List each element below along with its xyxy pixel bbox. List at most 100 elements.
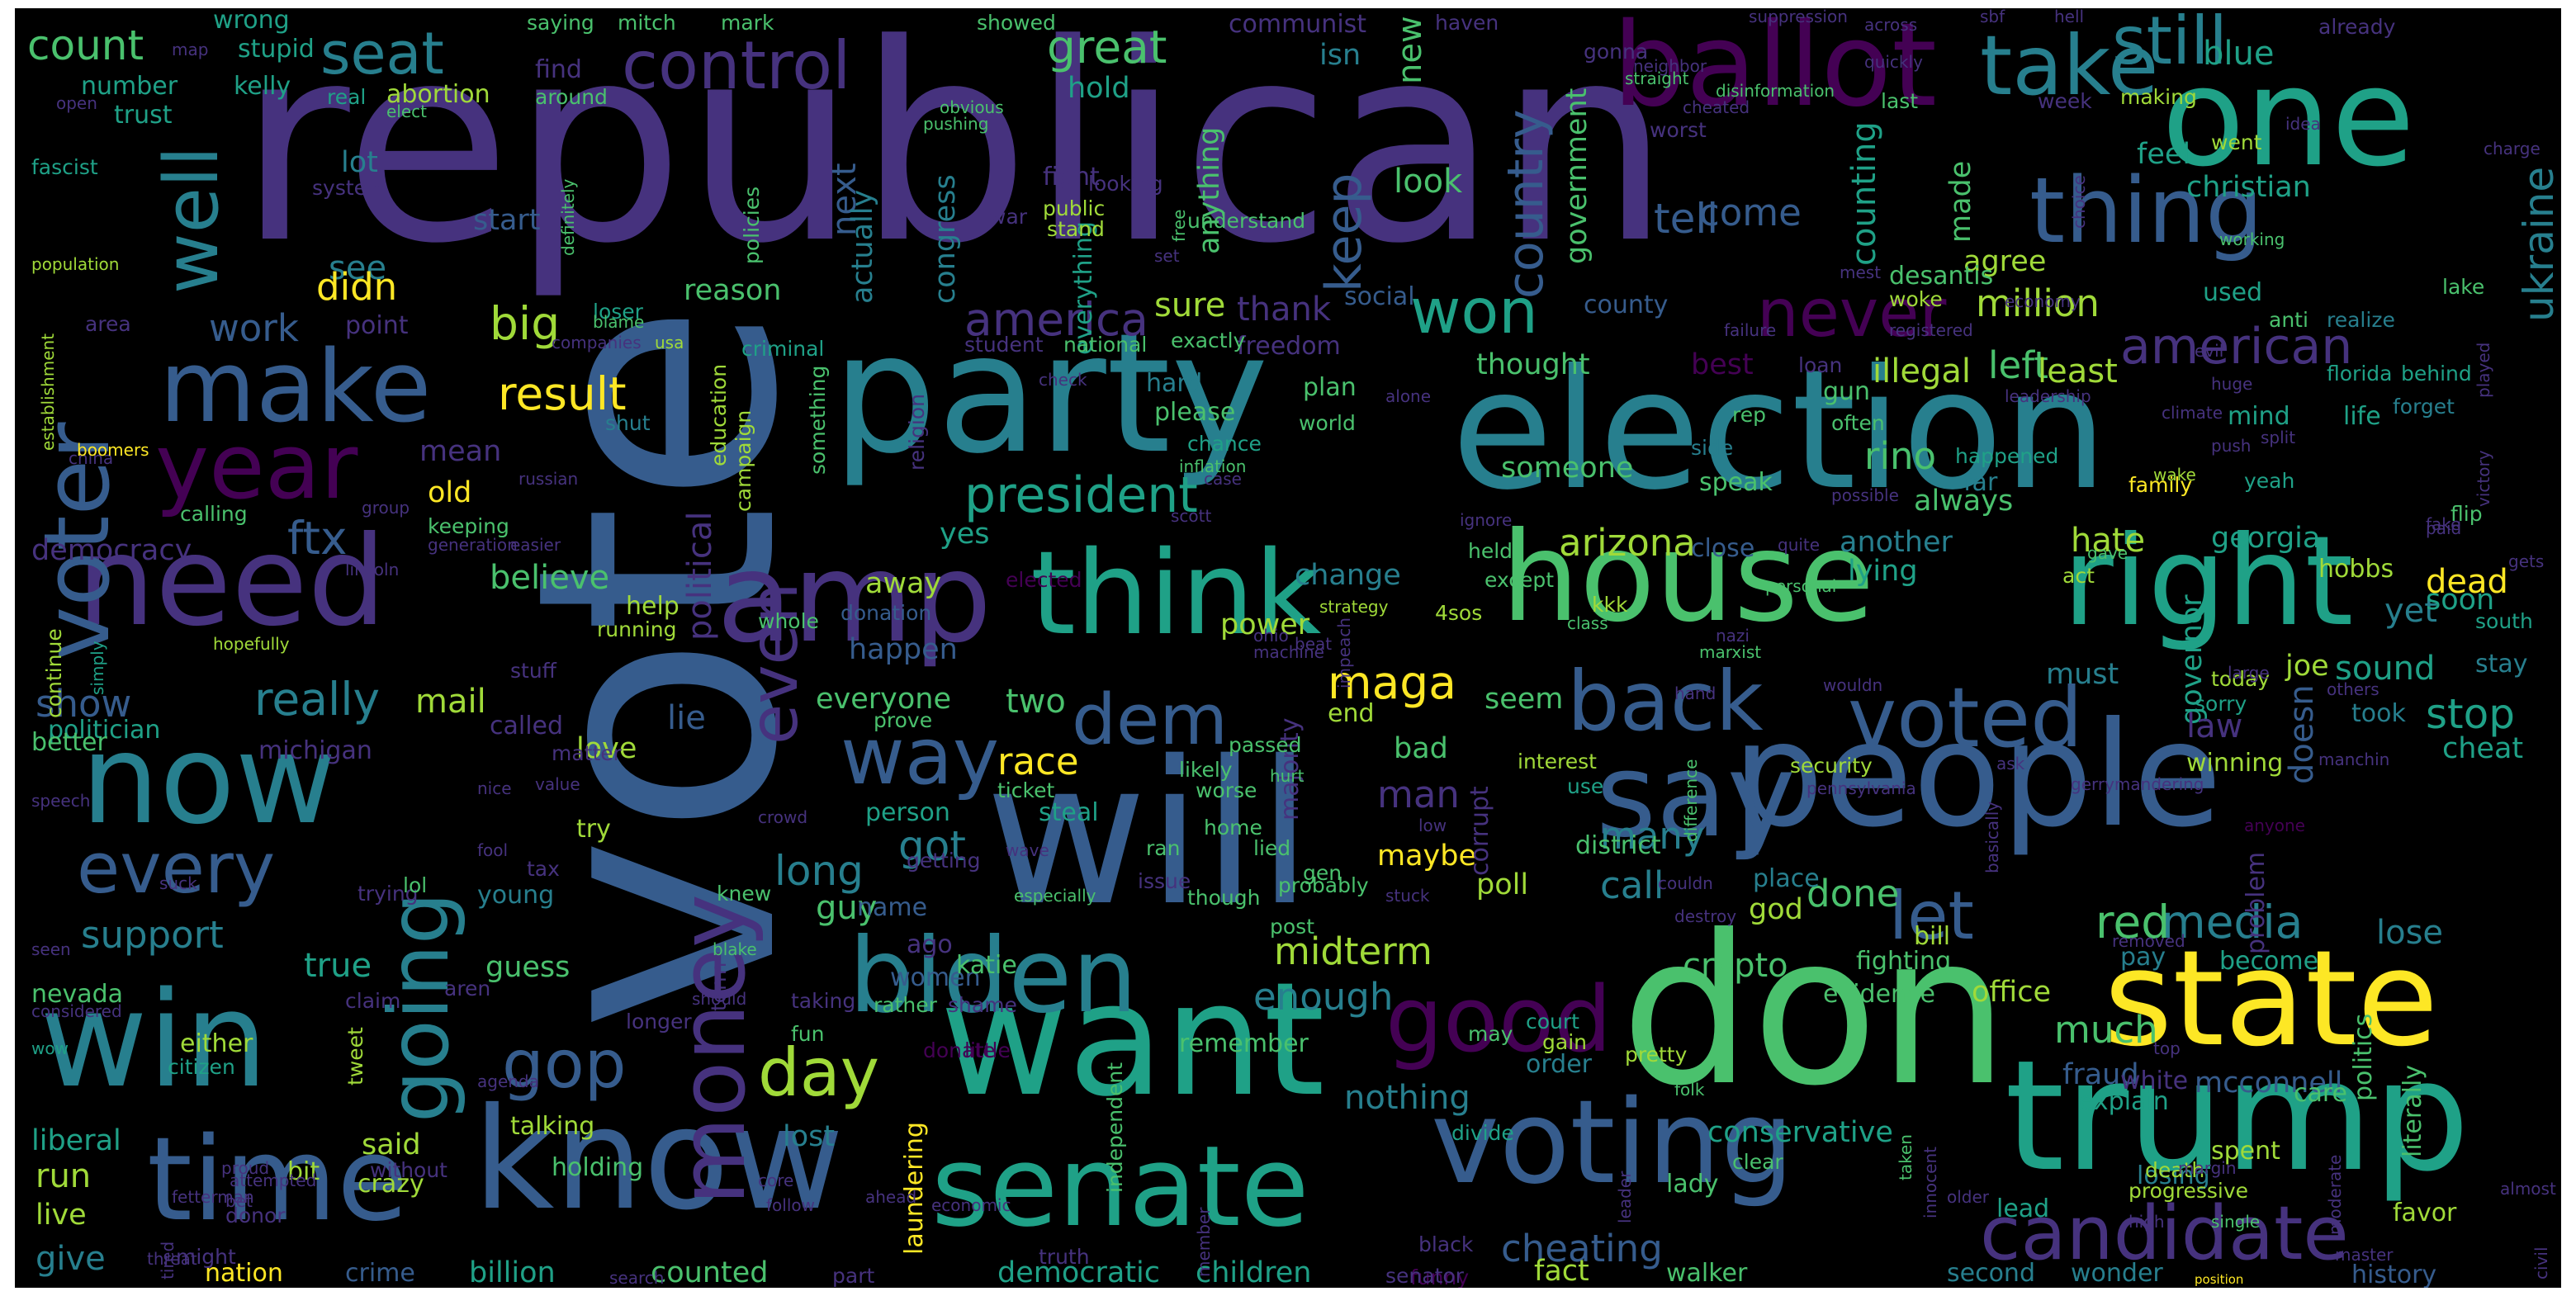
word-office: office [1972, 976, 2052, 1009]
word-walker: walker [1666, 1259, 1748, 1288]
word-illegal: illegal [1873, 352, 1971, 390]
word-way: way [841, 712, 1000, 802]
word-evil: evil [2195, 341, 2224, 361]
word-thank: thank [1237, 291, 1332, 329]
word-ago: ago [907, 930, 953, 959]
word-red: red [2095, 896, 2171, 948]
word-sbf: sbf [1980, 8, 2005, 26]
word-happen: happen [849, 633, 958, 666]
word-name: name [857, 893, 928, 922]
word-boomers: boomers [77, 440, 149, 460]
word-always: always [1914, 485, 2014, 518]
word-care: care [2294, 1079, 2348, 1108]
word-mail: mail [415, 683, 486, 721]
word-fun: fun [791, 1022, 825, 1046]
word-yet: yet [2384, 592, 2437, 630]
word-politician: politician [48, 716, 161, 745]
word-china: china [69, 448, 114, 468]
word-holding: holding [552, 1153, 644, 1182]
word-national: national [1063, 333, 1148, 357]
word-history: history [2351, 1261, 2437, 1288]
word-home: home [1204, 816, 1262, 840]
word-talking: talking [510, 1112, 595, 1141]
word-showed: showed [977, 11, 1056, 35]
word-issue: issue [1138, 869, 1191, 893]
word-criminal: criminal [741, 337, 825, 361]
word-older: older [1947, 1187, 1990, 1207]
word-gain: gain [1542, 1030, 1587, 1054]
word-liberal: liberal [31, 1124, 121, 1157]
word-policies: policies [740, 186, 764, 264]
word-leadership: leadership [2005, 386, 2091, 406]
word-establishment: establishment [38, 333, 58, 451]
word-happened: happened [1955, 444, 2059, 468]
word-keeping: keeping [428, 514, 509, 538]
word-good: good [1385, 967, 1612, 1072]
word-ohio: ohio [1253, 626, 1289, 646]
word-already: already [2318, 15, 2396, 39]
word-rino: rino [1864, 434, 1937, 478]
word-spent: spent [2211, 1137, 2280, 1166]
word-work: work [209, 306, 299, 350]
word-destroy: destroy [1674, 906, 1737, 926]
word-bad: bad [1394, 732, 1448, 765]
word-neighbor: neighbor [1633, 56, 1707, 76]
word-shut: shut [605, 411, 651, 435]
word-top: top [2153, 1038, 2181, 1058]
word-senate: senate [931, 1122, 1309, 1251]
word-must: must [2046, 658, 2119, 691]
word-population: population [31, 254, 120, 274]
word-search: search [609, 1268, 665, 1288]
word-republican: republican [238, 8, 1671, 303]
word-seen: seen [31, 939, 71, 959]
word-abortion: abortion [386, 80, 490, 109]
word-death: death [2145, 1158, 2205, 1182]
word-running: running [597, 617, 677, 641]
word-ftx: ftx [287, 512, 348, 565]
word-case: case [1204, 469, 1242, 489]
word-use: use [1567, 774, 1604, 798]
word-social: social [1344, 282, 1415, 311]
word-cheated: cheated [1683, 97, 1750, 117]
word-will: will [985, 718, 1313, 949]
word-except: except [1485, 568, 1555, 592]
word-low: low [1418, 816, 1447, 835]
word-trust: trust [114, 101, 173, 130]
word-often: often [1831, 411, 1885, 435]
word-wrong: wrong [213, 8, 290, 35]
word-personal: personal [1765, 576, 1837, 596]
word-stand: stand [1047, 217, 1105, 241]
word-right: right [2062, 510, 2354, 654]
word-sure: sure [1154, 286, 1226, 324]
word-mind: mind [2228, 402, 2290, 431]
word-ukraine: ukraine [2515, 166, 2561, 322]
word-little: little [964, 1038, 1011, 1062]
word-guess: guess [485, 951, 571, 984]
word-black: black [1418, 1232, 1474, 1256]
word-come: come [1699, 191, 1802, 234]
word-number: number [81, 72, 178, 101]
word-back: back [1567, 653, 1764, 750]
word-generation: generation [428, 535, 518, 555]
word-lead: lead [1996, 1194, 2050, 1223]
word-house: house [1501, 506, 1875, 650]
word-proud: proud [221, 1158, 270, 1178]
word-midterm: midterm [1274, 929, 1432, 973]
word-stupid: stupid [238, 35, 315, 64]
word-definitely: definitely [558, 178, 578, 256]
word-president: president [964, 466, 1198, 524]
word-lincoln: lincoln [345, 560, 400, 579]
word-state: state [2104, 921, 2439, 1076]
word-took: took [2351, 699, 2406, 728]
word-likely: likely [1179, 758, 1233, 782]
word-least: least [2038, 352, 2118, 390]
word-far: far [1963, 468, 1998, 497]
word-truth: truth [1039, 1245, 1090, 1269]
word-climate: climate [2162, 403, 2223, 423]
word-become: become [2219, 947, 2319, 976]
word-especially: especially [1014, 886, 1096, 906]
word-joe: joe [2285, 650, 2329, 683]
word-every: every [77, 828, 276, 910]
word-man: man [1377, 773, 1460, 816]
word-support: support [81, 913, 224, 957]
